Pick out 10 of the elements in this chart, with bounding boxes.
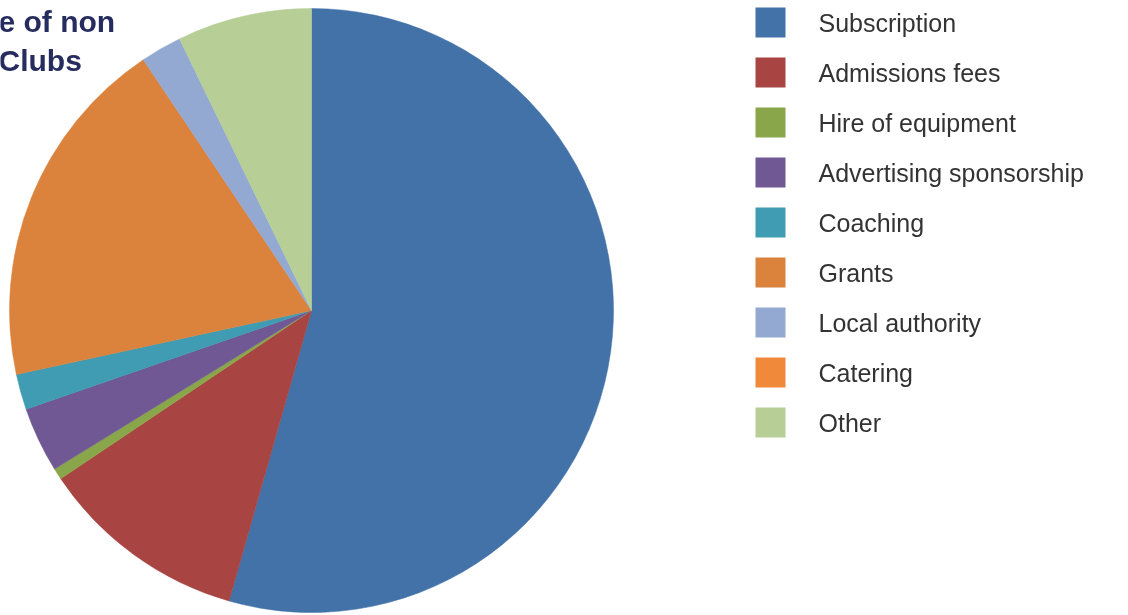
legend-label: Grants	[818, 258, 894, 287]
legend-label: Other	[818, 408, 882, 437]
legend-label: Advertising sponsorship	[818, 158, 1084, 187]
legend-label: Catering	[818, 358, 913, 387]
legend-label: Coaching	[818, 208, 925, 237]
text: e of non Clubs	[0, 4, 116, 78]
legend-label: Local authority	[818, 308, 982, 337]
legend-label: Subscription	[818, 8, 957, 37]
legend-label: Hire of equipment	[818, 108, 1016, 137]
legend-label: Admissions fees	[818, 58, 1001, 87]
